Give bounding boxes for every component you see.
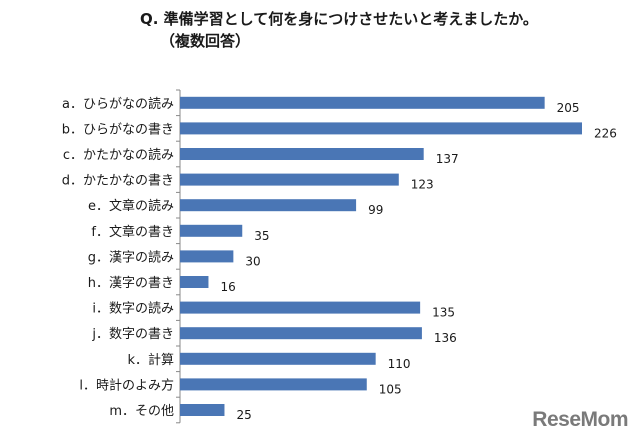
bar [180,148,424,160]
category-label: h．漢字の書き [88,276,174,291]
category-label: e．文章の読み [88,198,174,214]
value-label: 136 [434,331,457,345]
value-label: 226 [594,126,617,140]
value-label: 123 [411,178,434,192]
category-label: g．漢字の読み [88,249,174,265]
chart-title: Q. 準備学習として何を身につけさせたいと考えましたか。 （複数回答） [140,8,620,52]
value-label: 205 [557,101,580,115]
bar [180,250,234,263]
value-label: 35 [254,229,269,243]
category-label: j．数字の書き [91,327,174,342]
value-label: 16 [220,280,235,294]
bar [180,96,545,109]
category-label: k．計算 [127,352,174,368]
value-label: 135 [432,306,455,320]
category-label: m．その他 [109,404,174,419]
value-label: 99 [368,203,383,217]
category-label: c．かたかなの読み [63,147,174,163]
category-label: f．文章の書き [91,224,174,240]
chart-title-line2: （複数回答） [160,32,251,50]
bar [180,352,376,365]
bar [180,199,357,212]
resemom-logo: ReseMom [532,408,628,431]
value-label: 30 [245,254,260,268]
bar [180,378,367,391]
category-label: i．数字の読み [92,301,174,317]
bar [180,301,421,314]
category-label: b．ひらがなの書き [62,122,174,137]
bar [180,122,582,135]
category-label: a．ひらがなの読み [62,96,174,112]
value-label: 137 [436,152,459,166]
bar [180,173,399,186]
chart-title-line1: Q. 準備学習として何を身につけさせたいと考えましたか。 [140,10,538,28]
bar [180,327,422,340]
category-label: d．かたかなの書き [62,174,174,189]
category-label: l．時計のよみ方 [79,377,174,393]
value-label: 25 [236,408,251,422]
value-label: 110 [388,357,411,371]
bar [180,224,243,237]
bar [180,276,209,288]
bar [180,404,225,416]
value-label: 105 [379,382,402,396]
